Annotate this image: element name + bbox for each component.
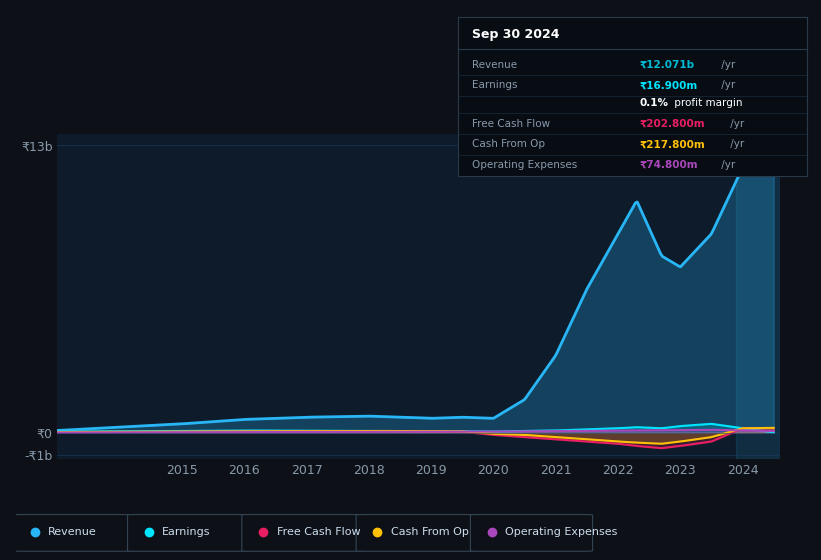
Text: ₹202.800m: ₹202.800m [640, 119, 705, 129]
Text: /yr: /yr [718, 81, 735, 90]
Text: Sep 30 2024: Sep 30 2024 [472, 28, 560, 41]
Text: Cash From Op: Cash From Op [391, 527, 469, 537]
FancyBboxPatch shape [127, 515, 250, 551]
Text: Cash From Op: Cash From Op [472, 139, 545, 150]
Text: ₹74.800m: ₹74.800m [640, 160, 698, 170]
Bar [736, 134, 780, 459]
Text: 0.1%: 0.1% [640, 98, 668, 108]
Text: /yr: /yr [718, 160, 735, 170]
FancyBboxPatch shape [470, 515, 593, 551]
Text: ₹12.071b: ₹12.071b [640, 60, 695, 69]
Text: Earnings: Earnings [472, 81, 517, 90]
Text: /yr: /yr [727, 139, 745, 150]
Text: profit margin: profit margin [671, 98, 742, 108]
Text: Revenue: Revenue [48, 527, 97, 537]
Text: Operating Expenses: Operating Expenses [472, 160, 577, 170]
Text: ₹217.800m: ₹217.800m [640, 139, 705, 150]
Text: /yr: /yr [718, 60, 735, 69]
Text: Revenue: Revenue [472, 60, 517, 69]
Text: Free Cash Flow: Free Cash Flow [277, 527, 360, 537]
Text: Earnings: Earnings [163, 527, 211, 537]
Text: Operating Expenses: Operating Expenses [505, 527, 617, 537]
FancyBboxPatch shape [13, 515, 135, 551]
Text: Free Cash Flow: Free Cash Flow [472, 119, 550, 129]
Text: /yr: /yr [727, 119, 745, 129]
Text: ₹16.900m: ₹16.900m [640, 81, 698, 90]
FancyBboxPatch shape [356, 515, 479, 551]
FancyBboxPatch shape [242, 515, 364, 551]
